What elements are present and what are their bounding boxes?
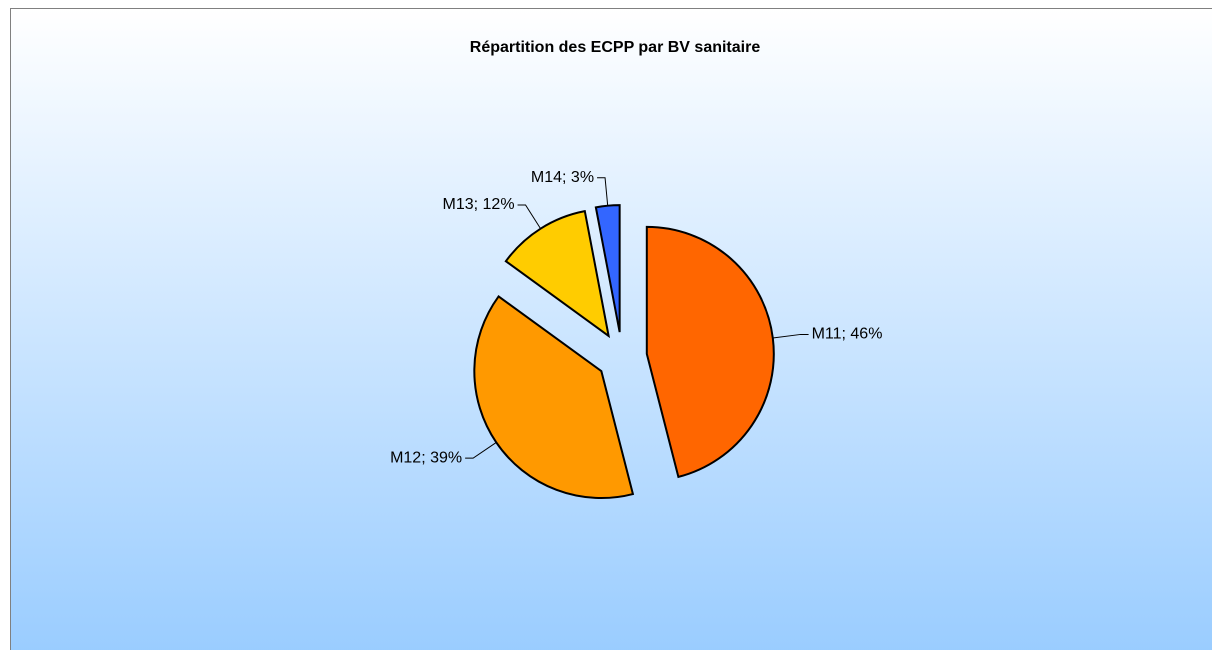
data-label: M14; 3% [531,169,594,186]
data-label: M13; 12% [443,196,515,213]
data-label: M12; 39% [390,449,462,466]
chart-frame [11,9,1212,651]
chart-title: Répartition des ECPP par BV sanitaire [470,39,761,56]
data-label: M11; 46% [812,326,883,343]
